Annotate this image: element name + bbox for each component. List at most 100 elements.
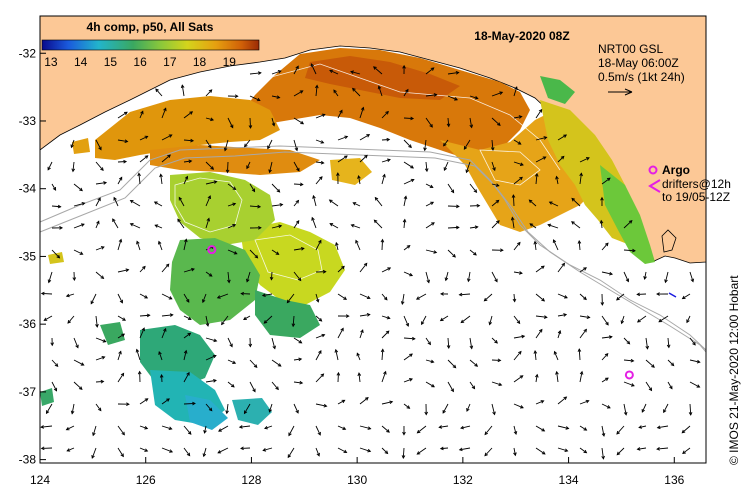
current-arrow (443, 161, 449, 171)
current-arrow (381, 293, 388, 301)
current-arrow (658, 315, 669, 323)
drifter-track-1 (668, 292, 677, 298)
sst-patch-yellow-mid (330, 158, 372, 185)
current-arrowhead (40, 291, 45, 296)
current-arrow (359, 329, 364, 339)
current-arrowhead (144, 448, 149, 452)
current-arrow (136, 241, 141, 251)
current-arrowhead (669, 385, 673, 390)
current-arrowhead (233, 251, 238, 255)
y-tick-label: -35 (19, 249, 37, 263)
current-arrowhead (144, 135, 149, 140)
current-arrowhead (429, 123, 433, 128)
current-arrowhead (213, 378, 217, 383)
current-arrowhead (386, 429, 390, 433)
current-arrow (403, 245, 411, 251)
current-arrow (271, 249, 279, 255)
current-arrow (601, 377, 609, 383)
current-arrow (616, 425, 625, 435)
current-arrow (350, 71, 361, 75)
current-arrow (113, 197, 119, 207)
current-arrow (403, 337, 415, 340)
current-arrow (161, 425, 172, 430)
current-arrowhead (240, 291, 245, 296)
current-arrowhead (257, 204, 262, 209)
current-arrowhead (616, 430, 620, 435)
current-arrowhead (168, 426, 173, 431)
current-arrowhead (442, 409, 446, 414)
current-arrowhead (166, 398, 170, 402)
current-arrowhead (620, 320, 625, 325)
current-arrowhead (366, 313, 371, 317)
colorbar-ticks: 13 14 15 16 17 18 19 (44, 55, 236, 69)
current-arrowhead (540, 400, 545, 404)
current-arrowhead (90, 300, 94, 305)
current-arrow (138, 173, 141, 185)
current-arrow (183, 268, 195, 273)
current-arrow (535, 293, 545, 302)
current-arrow (440, 447, 449, 450)
current-arrow (491, 117, 501, 126)
current-arrow (401, 293, 405, 305)
current-arrowhead (206, 217, 210, 222)
current-arrowhead (67, 320, 71, 324)
current-arrow (447, 337, 450, 349)
current-arrowhead (183, 349, 188, 354)
current-arrowhead (402, 64, 406, 69)
current-arrowhead (315, 298, 320, 303)
current-arrowhead (141, 327, 145, 332)
current-arrowhead (446, 345, 451, 350)
current-arrow (601, 242, 609, 251)
current-arrowhead (333, 89, 337, 94)
y-tick-label: -38 (19, 453, 37, 467)
current-arrowhead (406, 245, 411, 249)
current-arrow (403, 378, 413, 383)
current-arrowhead (187, 332, 192, 337)
sst-patch-central-yellow (240, 222, 345, 305)
current-arrow (312, 195, 317, 207)
current-arrowhead (121, 431, 125, 436)
current-arrowhead (555, 370, 559, 375)
current-arrow (534, 241, 537, 251)
current-arrow (161, 398, 170, 405)
current-arrowhead (473, 252, 477, 256)
current-arrowhead (251, 188, 256, 193)
current-arrowhead (187, 431, 192, 435)
current-arrowhead (433, 93, 438, 97)
current-arrowhead (70, 144, 74, 149)
current-arrowhead (577, 239, 582, 244)
current-arrow (667, 359, 675, 366)
current-arrow (535, 329, 543, 339)
current-arrowhead (165, 263, 170, 268)
current-arrowhead (119, 299, 123, 304)
current-arrow (553, 239, 559, 251)
current-arrowhead (155, 88, 159, 93)
current-arrowhead (681, 429, 686, 434)
current-arrow (359, 263, 368, 273)
current-arrow (293, 220, 300, 229)
current-arrowhead (513, 431, 518, 435)
current-arrow (381, 447, 388, 454)
current-arrowhead (423, 147, 427, 152)
current-arrowhead (519, 176, 523, 181)
current-arrowhead (203, 429, 207, 434)
current-arrowhead (208, 89, 213, 93)
sst-patch-green-2 (255, 290, 320, 338)
current-arrow (459, 447, 471, 451)
current-arrow (579, 173, 582, 185)
current-arrowhead (315, 84, 319, 89)
current-arrowhead (352, 87, 356, 92)
current-arrow (381, 159, 391, 163)
current-arrowhead (384, 450, 389, 455)
current-arrowhead (118, 238, 123, 243)
current-arrow (287, 447, 295, 458)
current-arrowhead (471, 385, 476, 390)
current-arrowhead (495, 183, 500, 187)
current-arrow (73, 381, 83, 390)
x-tick-label: 130 (347, 473, 367, 487)
current-arrowhead (543, 136, 548, 140)
current-arrow (92, 425, 97, 436)
current-arrow (73, 249, 83, 255)
current-arrow (424, 139, 427, 151)
current-arrow (95, 139, 102, 150)
